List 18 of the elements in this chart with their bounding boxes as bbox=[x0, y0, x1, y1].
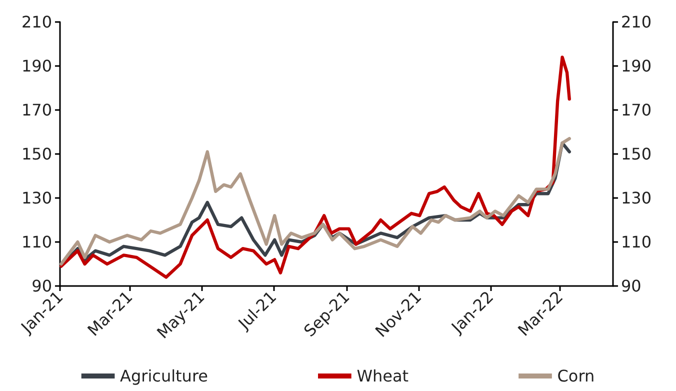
line-series bbox=[60, 56, 571, 279]
y-tick-label: 210 bbox=[21, 12, 52, 32]
y-tick-label: 190 bbox=[21, 56, 52, 76]
legend-label: Agriculture bbox=[120, 366, 208, 386]
y2-tick-label: 210 bbox=[621, 12, 652, 32]
y2-tick-label: 150 bbox=[621, 144, 652, 164]
legend-label: Wheat bbox=[356, 366, 409, 386]
y2-tick-label: 190 bbox=[621, 56, 652, 76]
y-tick-label: 90 bbox=[32, 276, 52, 296]
y2-tick-label: 170 bbox=[621, 100, 652, 120]
y-tick-label: 110 bbox=[21, 232, 52, 252]
y2-tick-label: 90 bbox=[621, 276, 642, 296]
y2-tick-label: 130 bbox=[621, 188, 652, 208]
y2-tick-label: 110 bbox=[621, 232, 652, 252]
y-tick-label: 130 bbox=[21, 188, 52, 208]
y-tick-label: 170 bbox=[21, 100, 52, 120]
legend-label: Corn bbox=[557, 366, 595, 386]
y-tick-label: 150 bbox=[21, 144, 52, 164]
